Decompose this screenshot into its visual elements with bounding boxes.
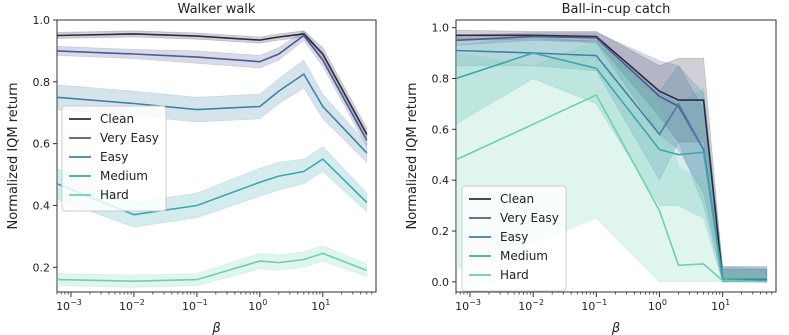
x-axis-label: β — [611, 321, 620, 335]
x-tick-label: 10−2 — [518, 298, 544, 313]
x-tick-label: 10−3 — [455, 298, 481, 313]
y-tick-label: 0.4 — [33, 199, 51, 212]
y-axis-label: Normalized IQM return — [405, 82, 420, 229]
x-tick-label: 100 — [248, 298, 267, 313]
x-tick-label: 10−1 — [182, 298, 208, 313]
series-line-1 — [57, 33, 368, 135]
x-tick-label: 100 — [648, 298, 667, 313]
x-tick-label: 10−3 — [56, 298, 82, 313]
series-line-5 — [57, 252, 368, 283]
y-tick-label: 0.8 — [33, 76, 51, 89]
y-tick-label: 1.0 — [432, 22, 450, 35]
legend-label-4: Medium — [100, 169, 148, 183]
y-tick-label: 0.8 — [432, 72, 450, 85]
series-line-4 — [57, 158, 368, 216]
legend: Clean Very Easy Easy Medium Hard — [461, 185, 567, 292]
series-line-1 — [456, 34, 767, 281]
x-tick-label: 10−1 — [581, 298, 607, 313]
series-line-4 — [456, 52, 767, 283]
y-tick-label: 0.2 — [432, 225, 450, 238]
y-tick-label: 0.6 — [33, 138, 51, 151]
legend-label-4: Medium — [500, 249, 548, 263]
y-tick-label: 0.6 — [432, 123, 450, 136]
legend-label-1: Clean — [100, 112, 134, 126]
series-line-5 — [456, 93, 767, 283]
x-tick-label: 10−2 — [119, 298, 145, 313]
legend-label-3: Easy — [100, 150, 128, 164]
x-axis-label: β — [211, 321, 220, 335]
chart-title: Ball-in-cup catch — [562, 2, 671, 17]
chart-panel-1: Walker walk 0.2 0.4 0.6 0.8 1.0 10−3 10−2 10−1 10… — [6, 2, 377, 335]
confidence-band-3 — [57, 59, 368, 164]
y-tick-label: 0.0 — [432, 276, 450, 289]
chart-title: Walker walk — [178, 2, 256, 17]
legend-label-2: Very Easy — [100, 131, 159, 145]
confidence-band-5 — [57, 245, 368, 288]
legend-label-1: Clean — [500, 192, 534, 206]
plot-frame — [56, 19, 377, 293]
legend-label-3: Easy — [500, 230, 528, 244]
legend-label-5: Hard — [500, 268, 529, 282]
chart-panel-2: Ball-in-cup catch 0.0 0.2 0.4 0.6 0.8 1.0 10−3 1… — [405, 2, 777, 335]
y-tick-label: 0.4 — [432, 174, 450, 187]
series-line-2 — [57, 34, 368, 141]
legend: Clean Very Easy Easy Medium Hard — [61, 105, 167, 212]
x-tick-label: 101 — [711, 298, 730, 313]
legend-box — [61, 105, 167, 212]
legend-box — [461, 185, 567, 292]
y-tick-label: 0.2 — [33, 261, 51, 274]
series-line-3 — [57, 72, 368, 154]
y-tick-label: 1.0 — [33, 14, 51, 27]
y-axis-label: Normalized IQM return — [6, 82, 21, 229]
legend-label-5: Hard — [100, 188, 129, 202]
confidence-band-2 — [57, 30, 368, 147]
x-tick-label: 101 — [311, 298, 330, 313]
plot-frame — [455, 19, 777, 293]
legend-label-2: Very Easy — [500, 211, 559, 225]
